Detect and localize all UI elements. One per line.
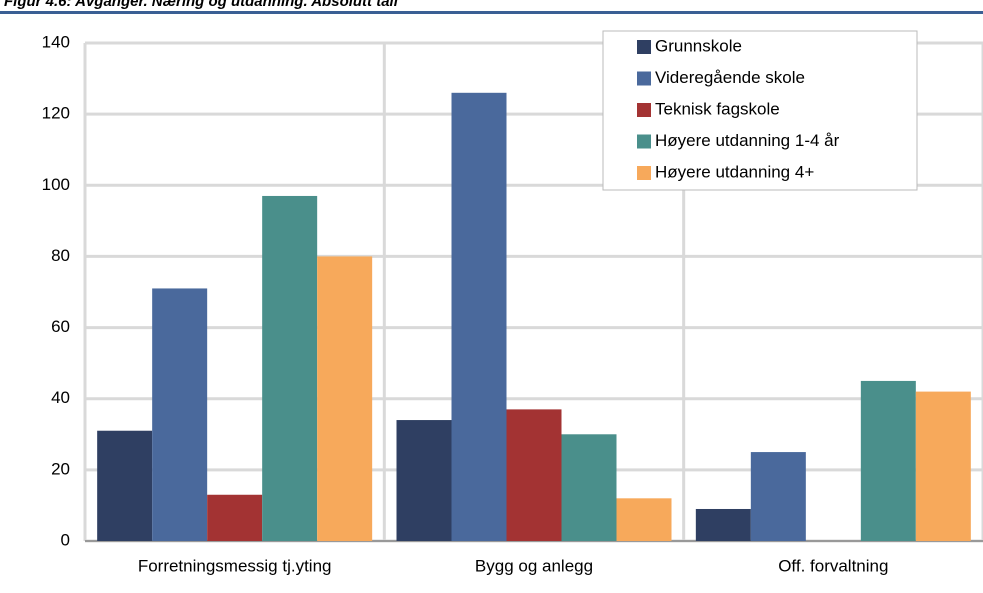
bar bbox=[451, 92, 507, 542]
x-tick-label: Forretningsmessig tj.yting bbox=[138, 556, 332, 575]
bar bbox=[616, 498, 672, 541]
bar bbox=[750, 452, 806, 541]
bar bbox=[396, 420, 452, 541]
legend-label: Videregående skole bbox=[655, 68, 805, 87]
x-tick-label: Off. forvaltning bbox=[778, 556, 888, 575]
legend-swatch bbox=[637, 166, 651, 180]
bar bbox=[860, 380, 916, 541]
y-tick-label: 60 bbox=[51, 317, 70, 336]
y-tick-label: 40 bbox=[51, 388, 70, 407]
bar bbox=[506, 409, 562, 541]
y-tick-label: 80 bbox=[51, 246, 70, 265]
y-tick-label: 140 bbox=[42, 32, 70, 51]
legend-label: Høyere utdanning 4+ bbox=[655, 162, 814, 181]
bar bbox=[561, 434, 617, 541]
bar bbox=[207, 494, 263, 541]
bar bbox=[317, 256, 373, 541]
legend-label: Høyere utdanning 1-4 år bbox=[655, 131, 840, 150]
y-tick-label: 100 bbox=[42, 175, 70, 194]
title-rule bbox=[0, 11, 983, 14]
y-tick-label: 20 bbox=[51, 459, 70, 478]
bar bbox=[695, 508, 751, 541]
legend-swatch bbox=[637, 103, 651, 117]
legend-swatch bbox=[637, 134, 651, 149]
chart-title: Figur 4.6: Avganger. Næring og utdanning… bbox=[4, 0, 399, 10]
legend-swatch bbox=[637, 71, 651, 86]
bar bbox=[262, 195, 318, 541]
bar bbox=[152, 288, 208, 541]
y-tick-label: 120 bbox=[42, 104, 70, 123]
legend-label: Grunnskole bbox=[655, 36, 742, 55]
legend-label: Teknisk fagskole bbox=[655, 99, 780, 118]
legend-box bbox=[602, 30, 918, 191]
bar bbox=[97, 430, 153, 541]
x-tick-label: Bygg og anlegg bbox=[475, 556, 593, 575]
bar bbox=[915, 391, 971, 541]
legend-swatch bbox=[637, 40, 651, 54]
y-tick-label: 0 bbox=[61, 530, 70, 549]
